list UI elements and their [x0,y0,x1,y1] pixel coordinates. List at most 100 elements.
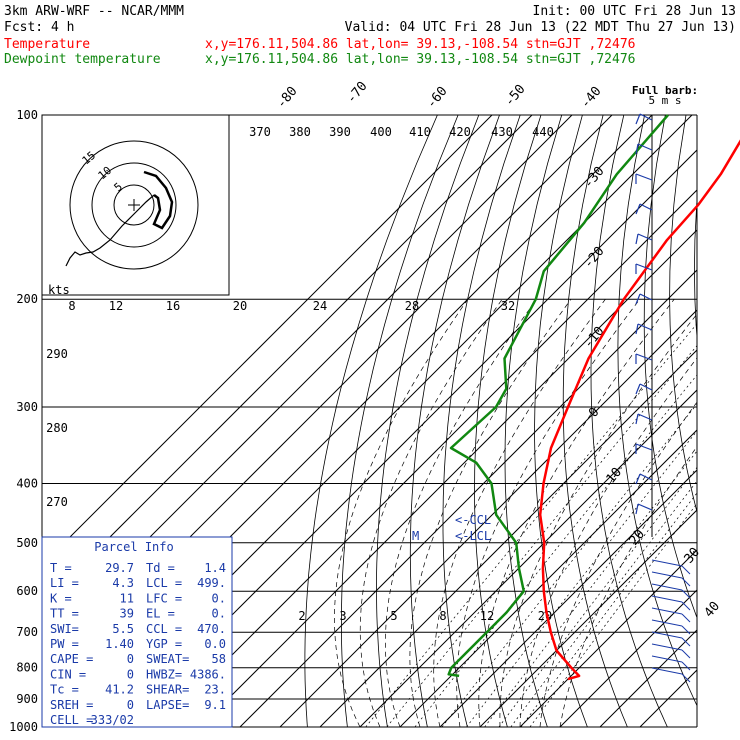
mixing-ratio-label: 5 [390,609,397,623]
isotherm-label: -80 [274,84,301,112]
header-valid-time: Valid: 04 UTC Fri 28 Jun 13 (22 MDT Thu … [345,20,736,35]
mixing-ratio-label: 24 [313,299,327,313]
parcel-info-label: SHEAR= [146,683,189,697]
isotherm-line [159,189,697,727]
parcel-info-label: LFC = [146,591,182,605]
wind-barb [637,143,653,151]
wind-barb [651,655,683,663]
wind-barb-flag [635,293,641,305]
wind-barb [651,607,683,615]
parcel-info-label: K = [50,591,72,605]
wind-axis-title: Full barb: [632,84,698,97]
pressure-tick-label: 900 [16,692,38,706]
parcel-info-value: 0.0 [204,637,226,651]
parcel-info-box: Parcel Info T = 29.7 Td = 1.4 LI = 4.3 LCL = 49… [41,536,233,728]
parcel-info-label: CELL = [50,713,93,727]
wind-barb [637,503,653,511]
isotherm-label: 40 [702,599,724,621]
isotherm-line [319,349,697,727]
wind-barb-flag [681,601,691,611]
wind-barb-flag [635,473,641,485]
dry-adiabat-line [562,115,628,727]
wind-barb [639,383,653,391]
wind-barb [651,571,683,579]
parcel-info-value: 39 [120,607,134,621]
dry-adiabat-line [504,115,563,727]
wind-barb [639,203,653,211]
legend-temperature-info: x,y=176.11,504.86 lat,lon= 39.13,-108.54… [205,37,635,52]
pressure-tick-label: 300 [16,400,38,414]
mixing-ratio-line [386,345,697,727]
wind-barb-flag [681,613,691,623]
parcel-info-label: LI = [50,576,79,590]
mixing-ratio-label: 12 [109,299,123,313]
isotherm-label: 20 [627,527,649,549]
wind-barb-flag [635,143,639,155]
lcl-marker: <-LCL [455,529,491,543]
isotherm-label: -30 [581,164,608,192]
mixing-ratio-line [520,492,697,727]
mixing-ratio-label: 8 [439,609,446,623]
legend-dewpoint-label: Dewpoint temperature [4,52,161,67]
ccl-marker: <-CCL [455,513,491,527]
isotherm-label: -20 [581,244,608,272]
isotherm-line [439,469,697,727]
wind-barb [635,353,653,361]
moist-adiabat-line [519,357,697,727]
parcel-info-label: TT = [50,607,79,621]
dry-adiabat-line [617,115,697,707]
hodograph-trace-upper [143,170,174,230]
isotherm-label: 30 [682,545,704,567]
pressure-tick-label: 800 [16,661,38,675]
wind-barb-flag [635,503,639,515]
isotherm-label: -40 [578,84,605,112]
wind-barb [651,595,683,603]
isotherm-line [279,309,697,727]
isotherm-line [42,115,493,566]
parcel-info-value: 11 [120,591,134,605]
header-forecast-hour: Fcst: 4 h [4,20,74,35]
dry-adiabat-line [474,115,542,727]
moist-adiabat-line [334,299,469,727]
wind-barb [651,559,683,567]
isotherm-label: -60 [424,84,451,112]
wind-barb [651,643,683,651]
parcel-info-label: HWBZ= [146,667,182,681]
mixing-ratio-line [498,466,697,727]
parcel-info-value: 5.5 [112,622,134,636]
wind-barb [639,473,653,481]
legend-dewpoint-info: x,y=176.11,504.86 lat,lon= 39.13,-108.54… [205,52,635,67]
pressure-tick-label: 1000 [9,720,38,734]
theta-side-label: 280 [46,421,68,435]
dry-adiabat-line [409,115,500,727]
parcel-info-value: 41.2 [105,683,134,697]
parcel-info-value: 0. [212,607,226,621]
isotherm-line [42,115,533,606]
temperature-profile [538,139,740,681]
mixing-ratio-label: 32 [501,299,515,313]
wind-barb-flag [681,565,691,575]
theta-label: 430 [491,125,513,139]
parcel-info-value: 9.1 [204,698,226,712]
mixing-ratio-label: 28 [405,299,419,313]
moist-adiabat-line [539,401,697,727]
parcel-info-title: Parcel Info [94,540,173,554]
wind-barb-flag [635,113,641,125]
parcel-info-label: CIN = [50,667,86,681]
parcel-info-label: CAPE = [50,652,93,666]
theta-label: 420 [449,125,471,139]
wind-barb [637,233,653,241]
theta-side-label: 290 [46,347,68,361]
wind-axis-unit: 5 m s [648,94,681,107]
parcel-info-label: SWEAT= [146,652,189,666]
wind-barb-flag [635,413,639,425]
isotherm-label: -70 [344,79,371,107]
isotherm-line [239,269,697,727]
isotherm-line [479,509,697,727]
wind-barb-flag [681,625,691,635]
parcel-info-label: CCL = [146,622,182,636]
hodograph-unit-label: kts [48,283,70,297]
dry-adiabat-line [590,115,668,727]
wind-barb-flag [681,577,691,587]
parcel-info-value: 0. [212,591,226,605]
